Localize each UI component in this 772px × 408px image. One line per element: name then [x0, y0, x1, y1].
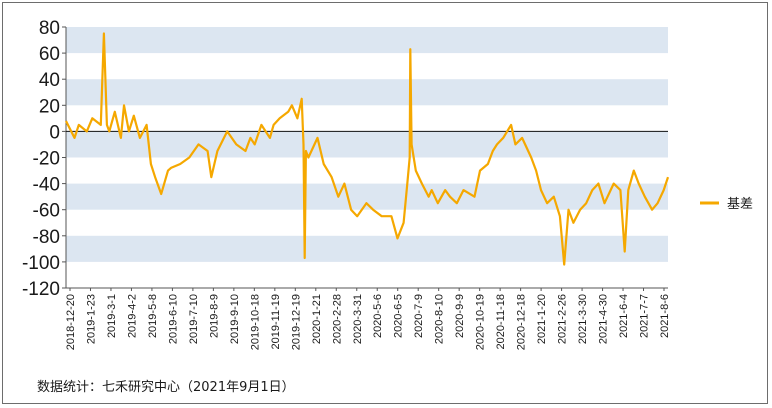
x-tick-label: 2019-10-18	[249, 294, 261, 350]
x-tick-label: 2019-1-23	[85, 294, 97, 344]
x-tick-label: 2020-10-19	[475, 294, 487, 350]
y-tick-label: -100	[22, 253, 60, 274]
grid-band	[66, 131, 668, 158]
x-tick-label: 2019-5-8	[147, 294, 159, 338]
x-tick-label: 2020-2-28	[331, 294, 343, 344]
x-tick-label: 2020-5-6	[372, 294, 384, 338]
x-tick-label: 2018-12-20	[65, 294, 77, 350]
x-tick-label: 2021-1-20	[536, 294, 548, 344]
x-tick-label: 2021-7-7	[639, 294, 651, 338]
y-tick-label: 80	[39, 18, 60, 39]
x-tick-label: 2019-3-1	[106, 294, 118, 338]
y-tick-label: 60	[39, 44, 60, 65]
y-tick-label: -80	[33, 227, 60, 248]
x-tick-label: 2020-6-5	[393, 294, 405, 338]
x-tick-label: 2020-1-21	[311, 294, 323, 344]
y-tick-label: 0	[49, 122, 60, 143]
x-tick-label: 2020-12-18	[516, 294, 528, 350]
x-tick-label: 2019-12-19	[290, 294, 302, 350]
y-tick-label: -20	[33, 149, 60, 170]
x-tick-label: 2020-11-18	[495, 294, 507, 349]
grid-bands	[66, 27, 668, 262]
x-axis: 2018-12-20 2019-1-23 2019-3-1 2019-4-2 2019-…	[65, 288, 671, 350]
x-tick-label: 2021-3-30	[577, 294, 589, 344]
y-axis: 80 60 40 20 0 -20 -40 -60 -80 -100 -120	[22, 18, 668, 300]
x-tick-label: 2021-4-30	[598, 294, 610, 344]
grid-band	[66, 27, 668, 54]
y-tick-label: -120	[22, 279, 60, 300]
x-tick-label: 2019-9-10	[229, 294, 241, 344]
y-tick-label: -40	[33, 175, 60, 196]
y-tick-label: -60	[33, 201, 60, 222]
grid-band	[66, 183, 668, 210]
legend: 基差	[700, 197, 753, 212]
y-tick-label: 20	[39, 96, 60, 117]
grid-band	[66, 235, 668, 262]
x-tick-label: 2019-4-2	[126, 294, 138, 338]
x-tick-label: 2021-8-6	[659, 294, 671, 338]
y-tick-label: 40	[39, 70, 60, 91]
series-layer	[65, 32, 670, 266]
source-note: 数据统计：七禾研究中心（2021年9月1日）	[37, 380, 295, 395]
series-line	[65, 32, 670, 266]
x-tick-label: 2021-2-26	[557, 294, 569, 344]
x-tick-label: 2020-8-10	[434, 294, 446, 344]
x-tick-label: 2019-7-10	[188, 294, 200, 344]
x-tick-label: 2019-11-19	[270, 294, 282, 349]
x-tick-label: 2019-8-9	[208, 294, 220, 338]
grid-band	[66, 79, 668, 106]
x-tick-label: 2020-7-9	[413, 294, 425, 338]
x-tick-label: 2021-6-4	[618, 294, 630, 338]
x-tick-label: 2020-3-31	[352, 294, 364, 344]
x-tick-label: 2020-9-9	[454, 294, 466, 338]
x-tick-label: 2019-6-10	[167, 294, 179, 344]
legend-label: 基差	[727, 197, 753, 212]
